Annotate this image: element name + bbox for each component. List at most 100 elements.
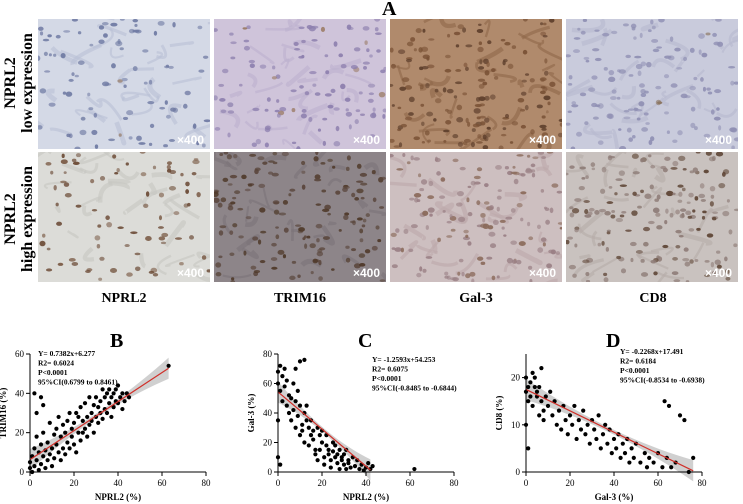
data-point: [126, 395, 132, 400]
data-point: [526, 384, 531, 390]
stats-text: 95%CI(-0.8485 to -0.6844): [372, 384, 457, 393]
data-point: [605, 441, 610, 446]
data-point: [74, 450, 79, 455]
y-tick-label: 60: [263, 379, 273, 389]
data-point: [322, 462, 327, 467]
data-point: [346, 458, 351, 463]
data-point: [600, 432, 606, 437]
data-point: [282, 384, 287, 389]
data-point: [47, 452, 52, 457]
magnification-label: ×400: [176, 133, 204, 147]
data-point: [682, 417, 687, 423]
ihc-image-trim16-low: ×400: [214, 19, 386, 149]
data-point: [32, 464, 37, 469]
data-point: [541, 417, 546, 423]
data-point: [567, 413, 573, 418]
x-axis-label: Gal-3 (%): [595, 492, 634, 502]
ihc-image-nprl2-high: ×400: [38, 152, 210, 282]
data-point: [85, 414, 90, 420]
data-point: [335, 461, 340, 466]
data-point: [104, 410, 110, 416]
data-point: [78, 405, 83, 410]
data-point: [335, 452, 340, 457]
data-point: [289, 418, 294, 423]
data-point: [352, 464, 358, 469]
data-point: [69, 426, 74, 431]
column-label-gal3: Gal-3: [459, 291, 493, 306]
data-point: [412, 466, 417, 472]
data-point: [278, 388, 283, 393]
data-point: [63, 430, 68, 435]
data-point: [611, 436, 617, 442]
data-point: [120, 406, 125, 412]
x-tick-label: 60: [406, 478, 416, 488]
data-point: [38, 442, 44, 447]
data-point: [41, 430, 46, 435]
data-point: [295, 388, 300, 393]
data-point: [34, 410, 39, 416]
data-point: [346, 461, 351, 466]
data-point: [537, 413, 542, 418]
data-point: [306, 443, 311, 448]
data-point: [341, 462, 347, 467]
data-point: [326, 447, 331, 452]
y-tick-label: 10: [511, 420, 521, 430]
magnification-label: ×400: [352, 266, 380, 280]
column-label-cd8: CD8: [639, 291, 667, 306]
data-point: [629, 446, 634, 451]
ihc-image-cd8-low: ×400: [566, 19, 738, 149]
data-point: [43, 465, 48, 471]
data-point: [559, 427, 564, 432]
data-point: [333, 455, 338, 460]
data-point: [631, 455, 636, 460]
data-point: [539, 366, 544, 371]
data-point: [304, 403, 309, 408]
data-point: [317, 447, 322, 452]
data-point: [111, 405, 116, 410]
data-point: [326, 452, 331, 457]
data-point: [98, 399, 103, 404]
data-point: [166, 363, 171, 368]
y-axis-label: CD8 (%): [496, 396, 504, 431]
x-tick-label: 20: [566, 478, 576, 488]
data-point: [627, 460, 632, 465]
data-point: [58, 434, 63, 439]
stats-text: Y= -0.2268x+17.491: [620, 347, 684, 356]
data-point: [660, 465, 665, 470]
data-point: [41, 454, 46, 459]
y-axis-label: Gal-3 (%): [248, 394, 256, 433]
data-point: [603, 422, 608, 427]
data-point: [111, 391, 116, 396]
x-tick-label: 0: [276, 478, 281, 488]
data-point: [651, 460, 656, 465]
data-point: [319, 440, 325, 445]
column-label-nprl2: NPRL2: [101, 291, 147, 306]
data-point: [302, 357, 307, 362]
data-point: [49, 464, 55, 469]
data-point: [120, 391, 125, 396]
data-point: [41, 403, 46, 408]
data-point: [56, 450, 61, 455]
data-point: [87, 422, 92, 427]
data-point: [677, 413, 683, 418]
data-point: [76, 414, 81, 420]
data-point: [36, 467, 41, 473]
stats-text: R2= 0.6184: [620, 357, 656, 366]
x-axis-label: NPRL2 (%): [343, 492, 389, 502]
data-point: [65, 418, 70, 423]
data-point: [666, 403, 672, 409]
data-point: [574, 436, 579, 442]
data-point: [313, 452, 318, 457]
data-point: [366, 461, 371, 466]
data-point: [370, 464, 375, 469]
data-point: [293, 425, 298, 430]
data-point: [74, 410, 79, 416]
y-tick-label: 0: [268, 467, 273, 477]
data-point: [91, 403, 96, 408]
data-point: [348, 465, 353, 470]
data-point: [58, 458, 63, 463]
data-point: [113, 387, 118, 392]
stats-text: P<0.0001: [38, 368, 68, 377]
data-point: [337, 447, 342, 452]
data-point: [38, 462, 44, 467]
